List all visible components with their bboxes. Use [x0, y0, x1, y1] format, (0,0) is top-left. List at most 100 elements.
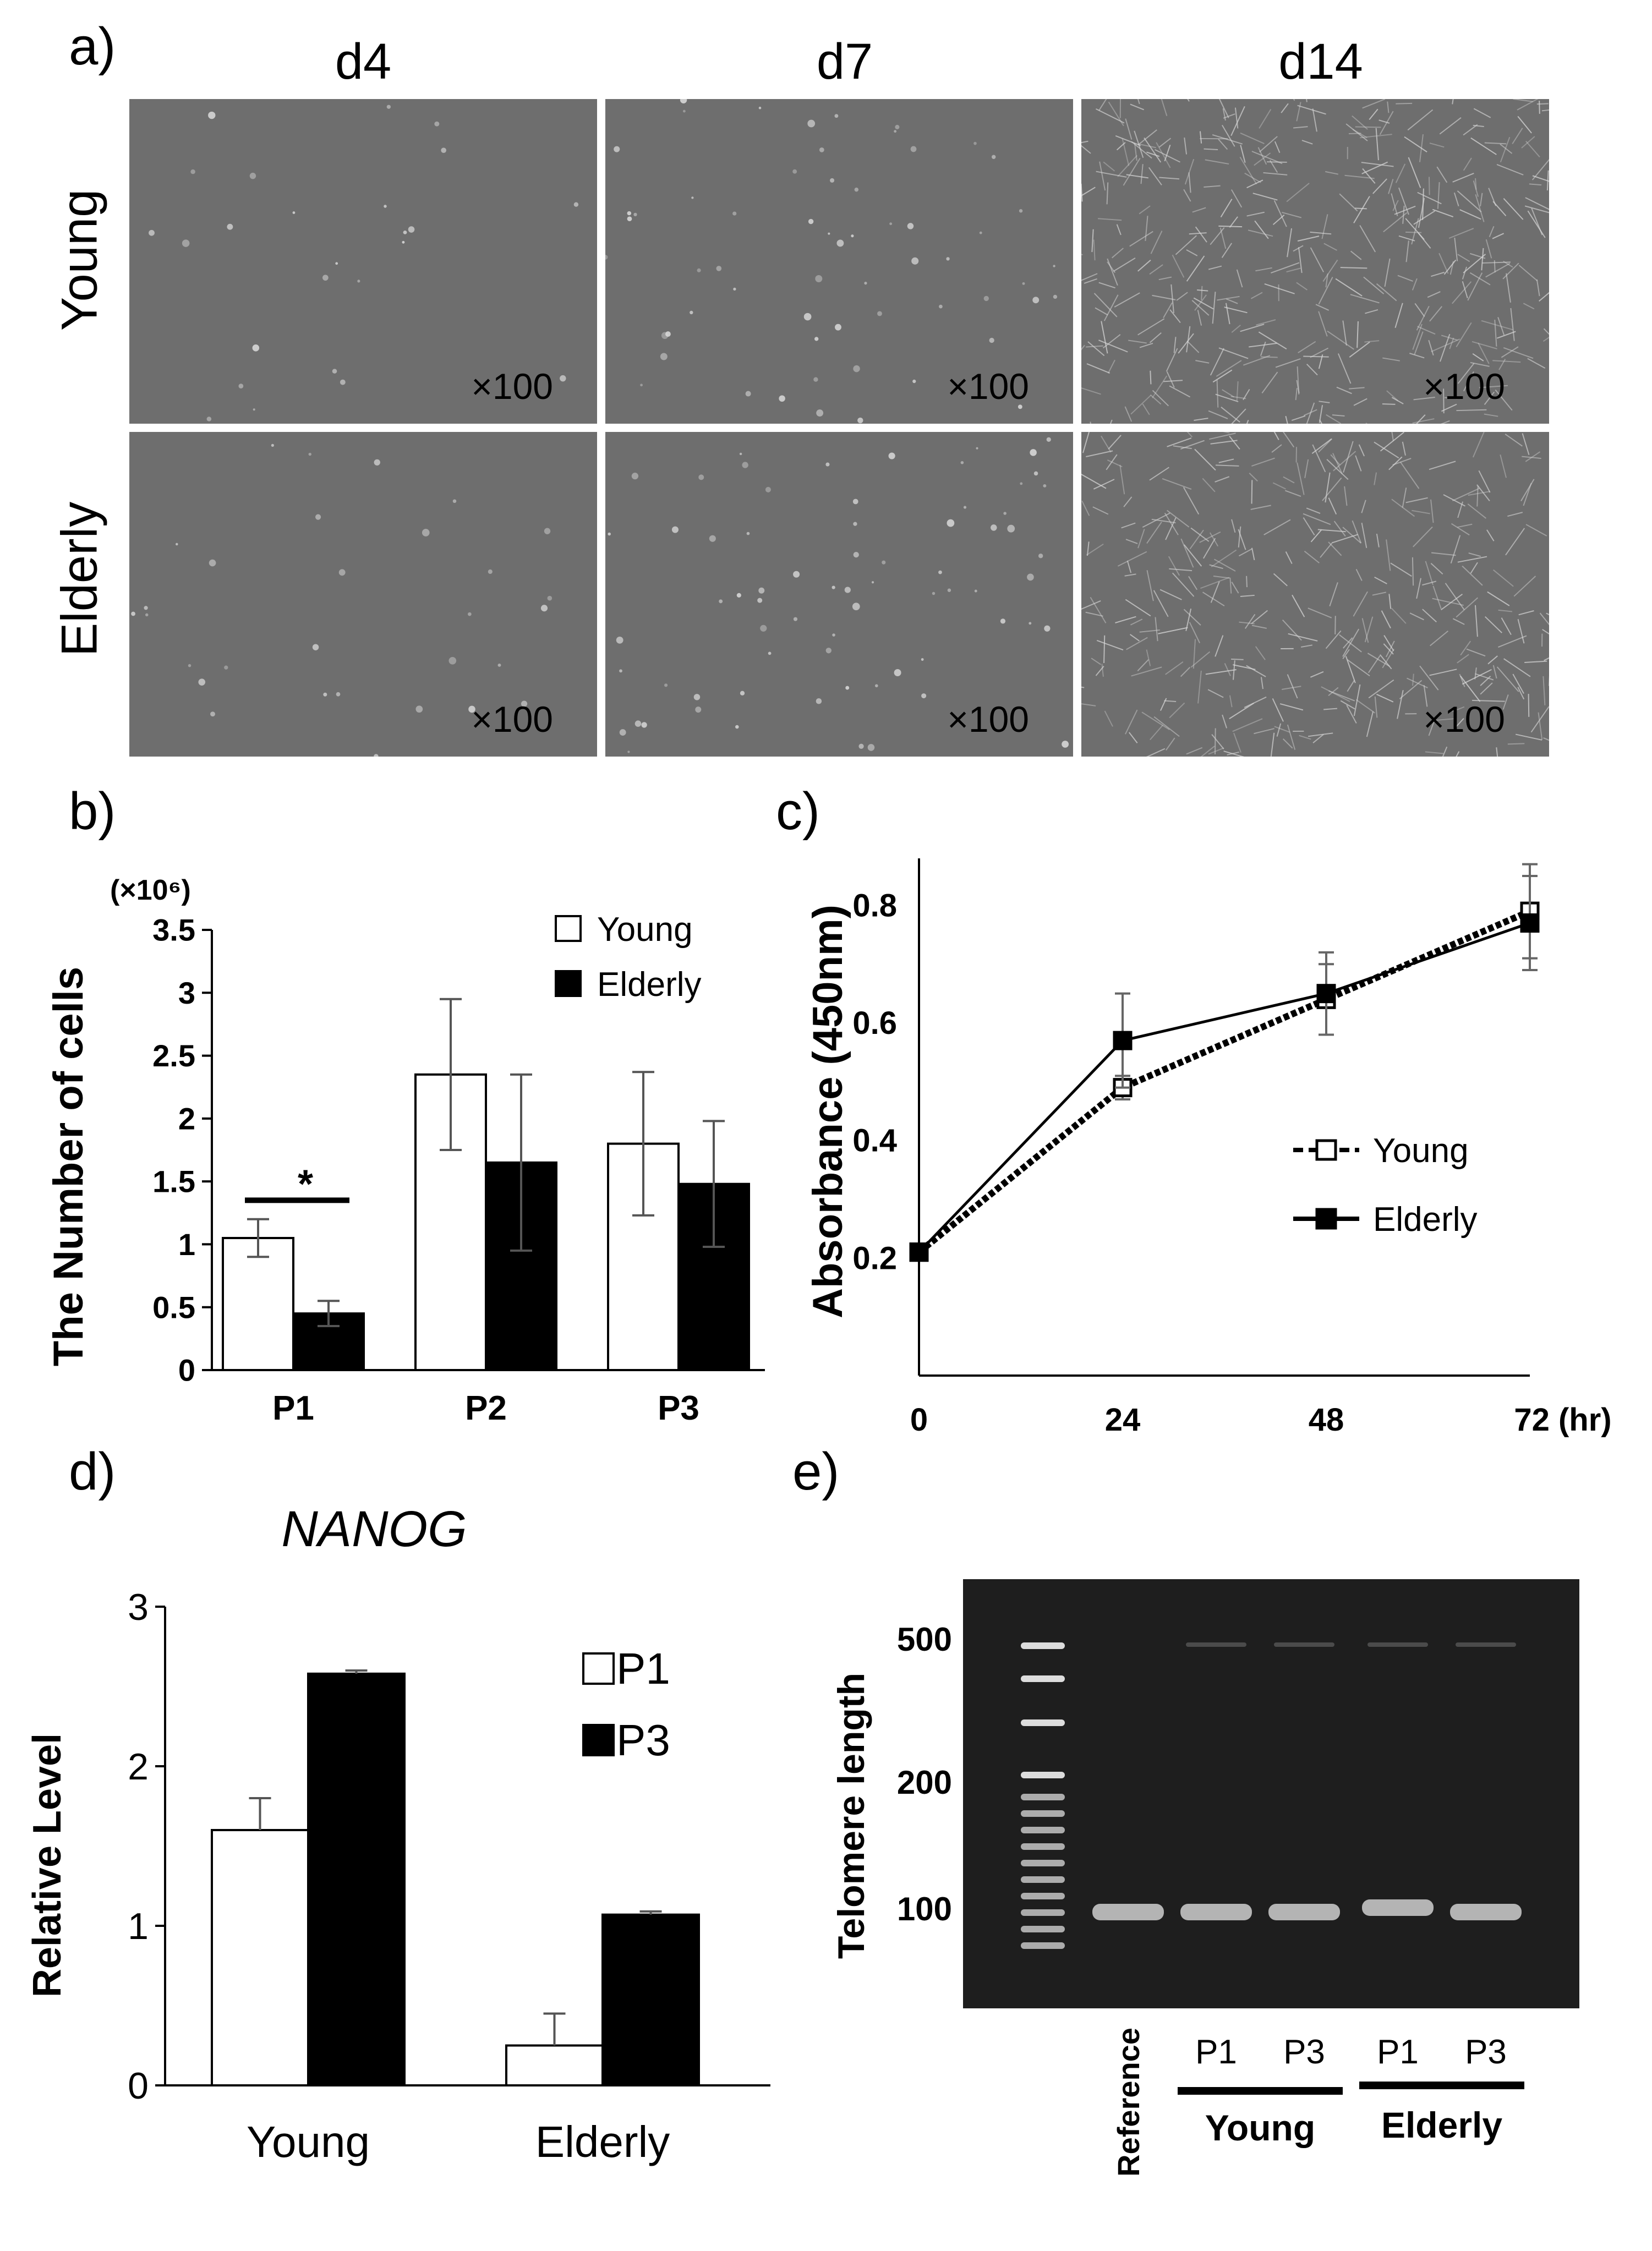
bar-p1-elderly — [505, 2044, 604, 2086]
bar-p3-elderly — [601, 1913, 700, 2086]
ladder-band — [1021, 1843, 1065, 1850]
lane-label-3: P1 — [1377, 2033, 1419, 2071]
gel-background — [963, 1579, 1579, 2008]
y-tick-label: 3 — [178, 976, 195, 1010]
faint-band — [1186, 1642, 1246, 1647]
y-tick-label: 2 — [128, 1746, 149, 1788]
micrograph-texture — [608, 437, 1069, 753]
bar-p3-young — [307, 1672, 406, 2086]
legend-label-p1: P1 — [616, 1644, 670, 1693]
y-tick-label: 0 — [178, 1353, 195, 1388]
panel-label-c: c) — [776, 782, 820, 841]
panel-label-d: d) — [69, 1442, 116, 1501]
ladder-band — [1021, 1794, 1065, 1800]
lane-label-1: P1 — [1195, 2033, 1237, 2071]
x-tick-label: 72 (hr) — [1514, 1402, 1611, 1438]
legend-label-young: Young — [1373, 1132, 1469, 1170]
y-tick-label: 1 — [178, 1227, 195, 1262]
bar-young-p1 — [222, 1237, 294, 1371]
series-line-elderly — [918, 922, 1530, 1253]
magnification-label: ×100 — [1423, 699, 1505, 740]
legend-marker-elderly — [1315, 1208, 1337, 1230]
micrograph-young-d14: ×100 — [1081, 99, 1549, 424]
ladder-band — [1021, 1675, 1065, 1682]
cell-count-chart: 0 0.5 1 1.5 2 2.5 3 3.5 P1 P2 P3 (×10⁶) The Number o… — [45, 874, 765, 1427]
micrograph-young-d4: ×100 — [129, 99, 597, 424]
panel-label-a: a) — [69, 17, 116, 76]
legend-swatch-p1 — [582, 1652, 615, 1685]
legend-marker-young — [1315, 1139, 1337, 1161]
y-axis-label: The Number of cells — [45, 967, 92, 1366]
y-tick-label: 0 — [128, 2065, 149, 2107]
legend-swatch-young — [555, 915, 582, 942]
panel-label-e: e) — [792, 1442, 840, 1501]
micrograph-texture — [1081, 432, 1549, 757]
magnification-label: ×100 — [947, 699, 1029, 740]
micrograph-texture — [149, 105, 579, 421]
faint-band — [1367, 1642, 1428, 1647]
ladder-band — [1021, 1642, 1065, 1649]
ladder-band — [1021, 1827, 1065, 1833]
y-tick-label: 0.2 — [852, 1240, 897, 1276]
micrograph-young-d7: ×100 — [605, 99, 1073, 424]
y-tick-label: 0.6 — [852, 1005, 897, 1041]
category-label-young: Young — [247, 2117, 370, 2166]
y-tick-label: 1 — [128, 1905, 149, 1947]
group-label-young: Young — [1205, 2107, 1315, 2148]
x-tick-label: 0 — [910, 1402, 928, 1438]
sample-band-4 — [1362, 1899, 1434, 1916]
micrograph-texture — [605, 99, 1058, 424]
ladder-band — [1021, 1893, 1065, 1899]
bar-p1-young — [211, 1829, 309, 2086]
marker-label-500: 500 — [897, 1621, 952, 1658]
panel-label-b: b) — [69, 782, 116, 841]
ladder-band — [1021, 1942, 1065, 1949]
y-tick-label: 0.8 — [852, 888, 897, 923]
ladder-band — [1021, 1860, 1065, 1866]
magnification-label: ×100 — [471, 699, 553, 740]
lane-label-reference: Reference — [1111, 2028, 1146, 2177]
magnification-label: ×100 — [1423, 366, 1505, 407]
row-label-young: Young — [51, 189, 108, 331]
series-line-young — [917, 908, 1531, 1255]
sample-band-1 — [1092, 1904, 1164, 1920]
significance-star: * — [298, 1162, 313, 1206]
absorbance-chart: 0.2 0.4 0.6 0.8 0 24 48 72 (hr) Absorbance (450n… — [805, 858, 1612, 1438]
telomere-gel: Telomere length 500 200 100 Reference P1 P3 P1 P… — [830, 1579, 1579, 2177]
legend-swatch-elderly — [555, 970, 582, 997]
y-tick-label: 2.5 — [152, 1038, 195, 1073]
category-label-p3: P3 — [658, 1389, 699, 1427]
faint-band — [1456, 1642, 1516, 1647]
y-axis-label: Relative Level — [25, 1733, 69, 1997]
sample-band-3 — [1268, 1904, 1340, 1920]
ladder-band — [1021, 1876, 1065, 1883]
y-axis-label: Absorbance (450nm) — [805, 905, 851, 1318]
ladder-band — [1021, 1719, 1065, 1726]
category-label-p1: P1 — [272, 1389, 314, 1427]
y-tick-label: 0.4 — [852, 1123, 897, 1159]
magnification-label: ×100 — [471, 366, 553, 407]
ladder-band — [1021, 1926, 1065, 1932]
y-tick-label: 0.5 — [152, 1290, 195, 1324]
legend-label-elderly: Elderly — [1373, 1201, 1478, 1239]
sample-band-2 — [1180, 1904, 1252, 1920]
y-tick-label: 3.5 — [152, 913, 195, 947]
micrograph-texture — [1081, 99, 1549, 424]
micrograph-texture — [131, 443, 553, 757]
group-label-elderly: Elderly — [1381, 2105, 1502, 2145]
legend-label-elderly: Elderly — [597, 966, 702, 1004]
point-elderly-0 — [909, 1242, 929, 1262]
sample-band-5 — [1450, 1904, 1522, 1920]
lane-label-2: P3 — [1283, 2033, 1325, 2071]
y-axis-label: Telomere length — [830, 1673, 872, 1959]
row-label-elderly: Elderly — [51, 501, 108, 657]
category-label-p2: P2 — [465, 1389, 507, 1427]
micrograph-elderly-d4: ×100 — [129, 432, 597, 757]
ladder-band — [1021, 1909, 1065, 1916]
point-elderly-24 — [1113, 1031, 1133, 1050]
magnification-label: ×100 — [947, 366, 1029, 407]
legend-label-young: Young — [597, 911, 693, 949]
column-label-d7: d7 — [816, 34, 873, 90]
x-tick-label: 24 — [1105, 1402, 1141, 1438]
y-unit-label: (×10⁶) — [110, 874, 191, 906]
